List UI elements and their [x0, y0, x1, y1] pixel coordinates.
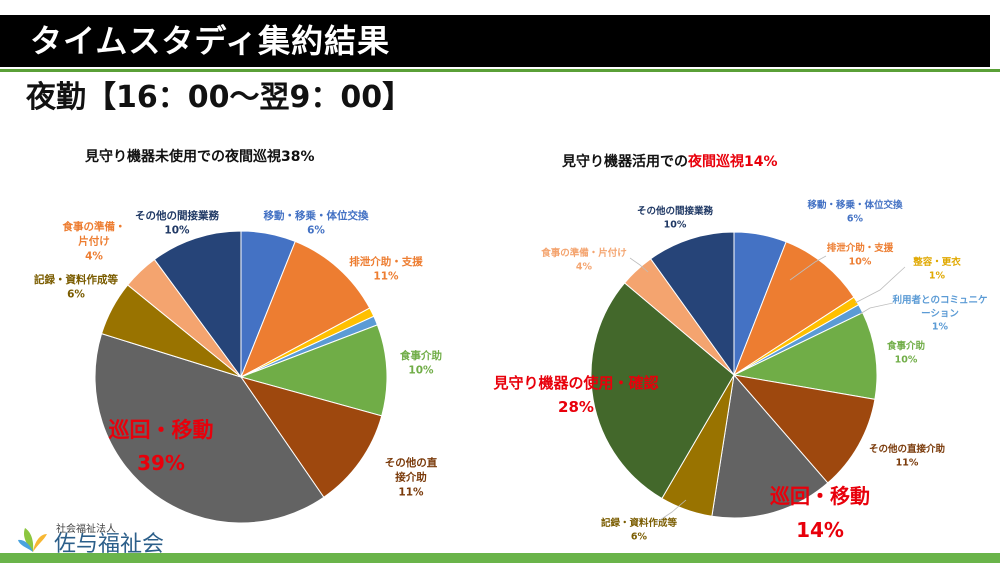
right-label-communication: 利用者とのコミュニケーション 1% [892, 294, 988, 333]
right-chart-title-prefix: 見守り機器活用での [562, 154, 688, 170]
left-pie-slice-6 [94, 333, 325, 524]
right-leader-toileting [789, 255, 827, 281]
left-label-records: 記録・資料作成等 6% [34, 273, 118, 301]
left-chart-title-prefix: 見守り機器未使用での夜間巡視38% [85, 149, 315, 165]
right-pie-slice-5 [732, 374, 876, 484]
right-label-monitoring: 見守り機器の使用・確認 [492, 374, 658, 392]
shift-subtitle: 夜勤【16：00〜翌9：00】 [26, 80, 413, 115]
right-pie-slice-8 [590, 282, 735, 500]
right-label-transfer: 移動・移乗・体位交換 6% [807, 199, 903, 224]
right-label-grooming: 整容・更衣 1% [912, 256, 961, 281]
right-pie-slice-6 [711, 373, 829, 519]
title-divider [0, 69, 1000, 72]
left-pie-slice-9 [153, 230, 242, 379]
right-label-meal-prep: 食事の準備・片付け 4% [540, 247, 627, 272]
right-label-monitoring-value: 28% [558, 398, 594, 416]
right-label-meal-assist: 食事介助 10% [886, 340, 926, 365]
right-pie-slice-4 [732, 312, 878, 400]
leaf-logo-icon [18, 528, 47, 552]
left-label-other-direct: その他の直接介助 11% [385, 456, 438, 498]
logo-org-type: 社会福祉法人 [56, 524, 116, 535]
left-label-other-indirect: その他の間接業務 10% [135, 209, 219, 237]
right-label-patrol-value: 14% [796, 518, 844, 542]
left-label-patrol: 巡回・移動 [109, 418, 214, 442]
left-label-meal-assist: 食事介助 10% [399, 349, 442, 377]
left-label-toileting: 排泄介助・支援 11% [349, 255, 423, 283]
right-chart-title-suffix: 14% [744, 154, 778, 170]
left-pie-slice-1 [240, 240, 371, 379]
right-label-other-indirect: その他の間接業務 10% [637, 205, 714, 230]
left-pie-slice-4 [239, 324, 388, 417]
left-pie-chart [94, 230, 388, 524]
right-leader-meal-prep [629, 257, 649, 273]
left-pie-slice-5 [239, 376, 383, 498]
right-label-records: 記録・資料作成等 6% [601, 517, 678, 542]
right-pie-labels: 移動・移乗・体位交換 6% 排泄介助・支援 10% 整容・更衣 1% 利用者とのコミュニケー… [492, 199, 987, 542]
right-label-other-direct: その他の直接介助 11% [869, 443, 946, 468]
right-leader-communication [859, 302, 894, 315]
right-leader-grooming [854, 266, 906, 304]
page-title: タイムスタディ集約結果 [30, 22, 391, 60]
organization-logo: 社会福祉法人 佐与福祉会 [16, 520, 186, 558]
right-leader-records [656, 499, 687, 523]
left-label-meal-prep: 食事の準備・片付け 4% [62, 220, 126, 262]
right-label-patrol: 巡回・移動 [770, 484, 870, 508]
right-label-toileting: 排泄介助・支援 10% [827, 242, 894, 267]
right-chart-title: 見守り機器活用での夜間巡視14% [562, 151, 778, 171]
right-chart-title-highlight: 夜間巡視 [688, 154, 744, 170]
right-pie-slice-1 [732, 241, 855, 377]
left-chart-title: 見守り機器未使用での夜間巡視38% [85, 146, 315, 166]
left-label-patrol-value: 39% [137, 451, 185, 475]
left-label-transfer: 移動・移乗・体位交換 6% [264, 209, 369, 237]
footer-bar [0, 553, 1000, 563]
right-pie-chart [590, 231, 878, 519]
title-bar: タイムスタディ集約結果 [0, 15, 990, 67]
left-pie-labels: 移動・移乗・体位交換 6% 排泄介助・支援 11% 食事介助 10% その他の直接介助 11%… [34, 209, 442, 498]
logo-org-name: 佐与福祉会 [54, 532, 165, 557]
right-pie-slice-10 [649, 231, 735, 377]
